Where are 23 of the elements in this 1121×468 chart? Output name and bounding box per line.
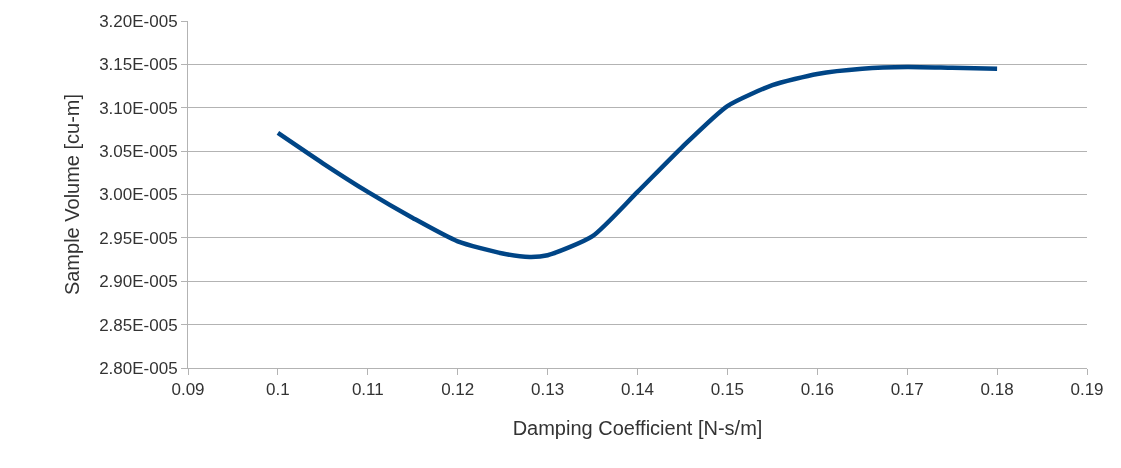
x-tick-label: 0.1 [266, 380, 290, 400]
x-tick-label: 0.17 [890, 380, 924, 400]
x-tick-label: 0.11 [351, 380, 384, 400]
x-tick-label: 0.14 [620, 380, 655, 400]
line-series [275, 64, 1000, 260]
y-tick-label: 3.10E-005 [99, 98, 178, 118]
y-tick-label: 3.15E-005 [99, 55, 178, 75]
x-tick-label: 0.18 [980, 380, 1014, 400]
y-tick-label: 2.80E-005 [99, 358, 178, 378]
y-tick-label: 3.20E-005 [99, 11, 178, 31]
x-tick-label: 0.15 [710, 380, 744, 400]
y-tick-label: 3.00E-005 [99, 185, 178, 205]
x-tick-label: 0.13 [531, 380, 565, 400]
x-axis-title: Damping Coefficient [N-s/m] [512, 416, 763, 439]
y-tick-label: 2.90E-005 [99, 272, 178, 292]
y-tick-label: 2.85E-005 [99, 315, 178, 335]
x-tick-label: 0.12 [441, 380, 475, 400]
y-tick-label: 3.05E-005 [99, 142, 178, 162]
y-axis-title: Sample Volume [cu-m] [60, 93, 83, 296]
x-tick-label: 0.19 [1070, 380, 1104, 400]
x-tick-label: 0.09 [171, 380, 205, 400]
x-tick-label: 0.16 [800, 380, 834, 400]
y-tick-label: 2.95E-005 [99, 228, 178, 248]
